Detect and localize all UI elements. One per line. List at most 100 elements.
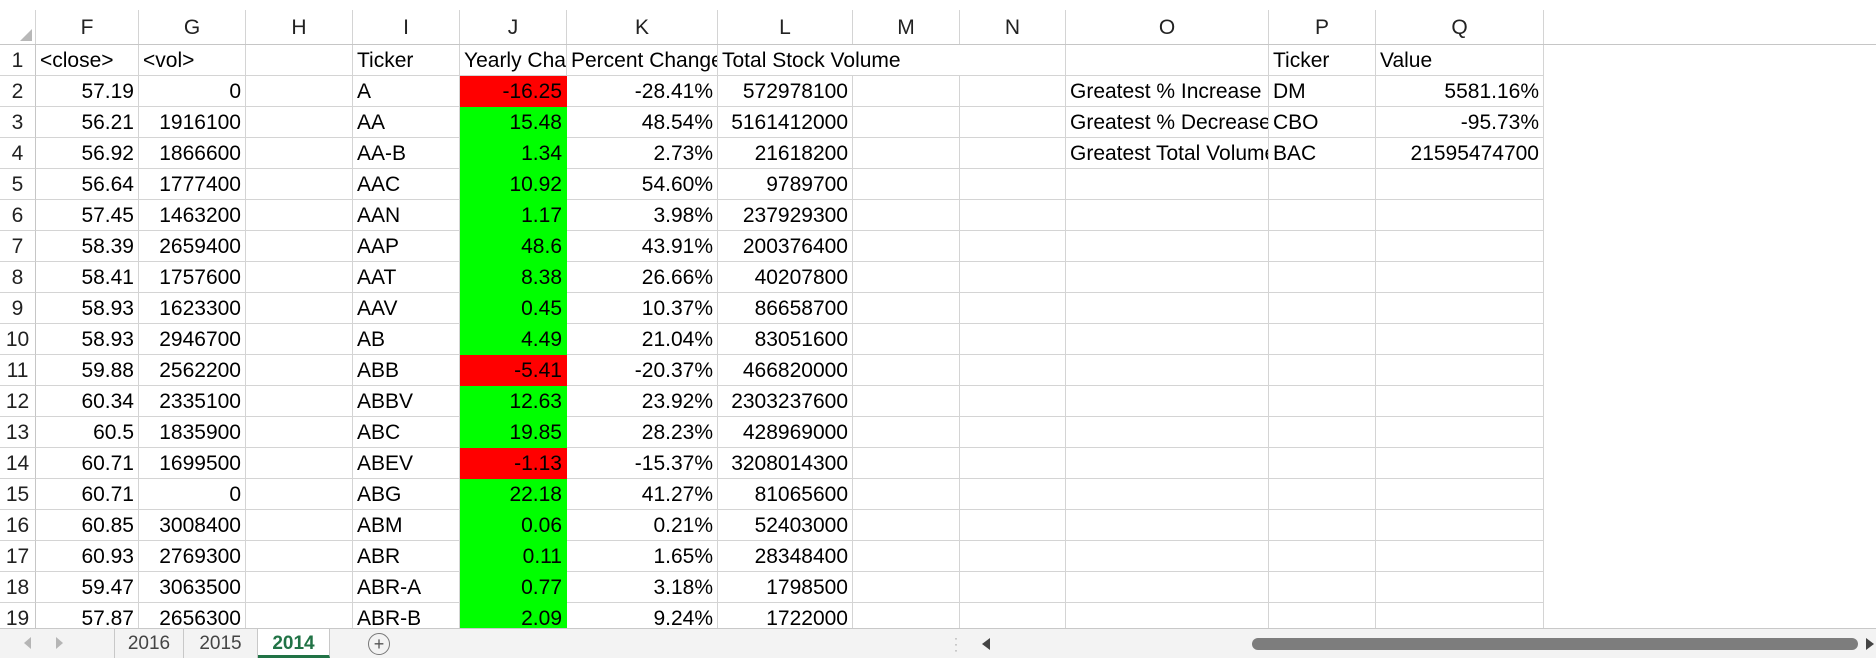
cell-empty[interactable] bbox=[960, 262, 1066, 293]
cell-close[interactable]: 56.64 bbox=[36, 169, 139, 200]
cell-empty[interactable] bbox=[960, 386, 1066, 417]
cell-empty[interactable] bbox=[960, 76, 1066, 107]
cell-header-vol[interactable]: <vol> bbox=[139, 45, 246, 76]
cell-close[interactable]: 58.39 bbox=[36, 231, 139, 262]
cell-empty[interactable] bbox=[1269, 293, 1376, 324]
cell-percent-change[interactable]: 48.54% bbox=[567, 107, 718, 138]
cell-vol[interactable]: 2335100 bbox=[139, 386, 246, 417]
sheet-tab-2015[interactable]: 2015 bbox=[184, 629, 258, 658]
cell-total-stock-volume[interactable]: 83051600 bbox=[718, 324, 853, 355]
cell-yearly-change[interactable]: 10.92 bbox=[460, 169, 567, 200]
cell-empty[interactable] bbox=[1376, 510, 1544, 541]
cell-yearly-change[interactable]: 1.17 bbox=[460, 200, 567, 231]
cell-empty[interactable] bbox=[960, 231, 1066, 262]
cell-summary-label[interactable]: Greatest % Increase bbox=[1066, 76, 1269, 107]
row-number[interactable]: 9 bbox=[0, 293, 36, 324]
cell-ticker[interactable]: AB bbox=[353, 324, 460, 355]
cell-header-close[interactable]: <close> bbox=[36, 45, 139, 76]
cell-ticker[interactable]: ABG bbox=[353, 479, 460, 510]
cell-close[interactable]: 60.34 bbox=[36, 386, 139, 417]
cell-empty[interactable] bbox=[1066, 572, 1269, 603]
cell-empty[interactable] bbox=[1376, 293, 1544, 324]
cell-summary-header-value[interactable]: Value bbox=[1376, 45, 1544, 76]
cell-empty[interactable] bbox=[1376, 417, 1544, 448]
cell-empty[interactable] bbox=[246, 324, 353, 355]
cell-empty[interactable] bbox=[853, 138, 960, 169]
cell-yearly-change[interactable]: 1.34 bbox=[460, 138, 567, 169]
cell-vol[interactable]: 2946700 bbox=[139, 324, 246, 355]
cell-summary-value[interactable]: -95.73% bbox=[1376, 107, 1544, 138]
cell-empty[interactable] bbox=[853, 355, 960, 386]
cell-vol[interactable]: 1777400 bbox=[139, 169, 246, 200]
cell-empty[interactable] bbox=[246, 262, 353, 293]
cell-empty[interactable] bbox=[853, 448, 960, 479]
cell-yearly-change[interactable]: -1.13 bbox=[460, 448, 567, 479]
cell-close[interactable]: 56.92 bbox=[36, 138, 139, 169]
cell-yearly-change[interactable]: 19.85 bbox=[460, 417, 567, 448]
cell-summary-label[interactable]: Greatest % Decrease bbox=[1066, 107, 1269, 138]
cell-empty[interactable] bbox=[1066, 541, 1269, 572]
cell-empty[interactable] bbox=[246, 479, 353, 510]
row-number[interactable]: 12 bbox=[0, 386, 36, 417]
cell-total-stock-volume[interactable]: 40207800 bbox=[718, 262, 853, 293]
cell-summary-ticker[interactable]: CBO bbox=[1269, 107, 1376, 138]
column-header-n[interactable]: N bbox=[960, 10, 1066, 44]
cell-empty[interactable] bbox=[853, 231, 960, 262]
cell-close[interactable]: 58.41 bbox=[36, 262, 139, 293]
cell-empty[interactable] bbox=[1269, 510, 1376, 541]
cell-empty[interactable] bbox=[853, 417, 960, 448]
cell-vol[interactable]: 3063500 bbox=[139, 572, 246, 603]
row-number[interactable]: 17 bbox=[0, 541, 36, 572]
cell-ticker[interactable]: ABM bbox=[353, 510, 460, 541]
cell-empty[interactable] bbox=[1269, 479, 1376, 510]
scroll-right-arrow-icon[interactable] bbox=[1866, 638, 1874, 650]
cell-total-stock-volume[interactable]: 428969000 bbox=[718, 417, 853, 448]
cell-ticker[interactable]: ABR bbox=[353, 541, 460, 572]
cell-empty[interactable] bbox=[1269, 231, 1376, 262]
cell-percent-change[interactable]: 26.66% bbox=[567, 262, 718, 293]
cell-summary-label[interactable]: Greatest Total Volume bbox=[1066, 138, 1269, 169]
cell-empty[interactable] bbox=[960, 510, 1066, 541]
cell-yearly-change[interactable]: 4.49 bbox=[460, 324, 567, 355]
row-number[interactable]: 18 bbox=[0, 572, 36, 603]
cell-vol[interactable]: 1699500 bbox=[139, 448, 246, 479]
cell-header-percent-change[interactable]: Percent Change bbox=[567, 45, 718, 76]
column-header-q[interactable]: Q bbox=[1376, 10, 1544, 44]
horizontal-scrollbar-thumb[interactable] bbox=[1252, 638, 1858, 650]
cell-ticker[interactable]: ABC bbox=[353, 417, 460, 448]
cell-vol[interactable]: 1463200 bbox=[139, 200, 246, 231]
cell-ticker[interactable]: AA bbox=[353, 107, 460, 138]
cell-percent-change[interactable]: 0.21% bbox=[567, 510, 718, 541]
cell-empty[interactable] bbox=[246, 386, 353, 417]
cell-empty[interactable] bbox=[960, 200, 1066, 231]
cell-empty[interactable] bbox=[1376, 572, 1544, 603]
cell-empty[interactable] bbox=[853, 479, 960, 510]
cell-total-stock-volume[interactable]: 466820000 bbox=[718, 355, 853, 386]
cell-yearly-change[interactable]: 0.45 bbox=[460, 293, 567, 324]
cell-empty[interactable] bbox=[853, 510, 960, 541]
cell-empty[interactable] bbox=[960, 324, 1066, 355]
cell-empty[interactable] bbox=[1066, 293, 1269, 324]
cell-empty[interactable] bbox=[960, 355, 1066, 386]
cell-ticker[interactable]: AAC bbox=[353, 169, 460, 200]
cell-total-stock-volume[interactable]: 21618200 bbox=[718, 138, 853, 169]
cell-empty[interactable] bbox=[1376, 231, 1544, 262]
cell-empty[interactable] bbox=[246, 107, 353, 138]
cell-empty[interactable] bbox=[853, 169, 960, 200]
cell-vol[interactable]: 2769300 bbox=[139, 541, 246, 572]
cell-ticker[interactable]: ABBV bbox=[353, 386, 460, 417]
cell-yearly-change[interactable]: 8.38 bbox=[460, 262, 567, 293]
cell-ticker[interactable]: AA-B bbox=[353, 138, 460, 169]
row-number[interactable]: 2 bbox=[0, 76, 36, 107]
cell-empty[interactable] bbox=[1376, 541, 1544, 572]
cell-total-stock-volume[interactable]: 9789700 bbox=[718, 169, 853, 200]
cell-empty[interactable] bbox=[1376, 448, 1544, 479]
cell-close[interactable]: 59.47 bbox=[36, 572, 139, 603]
select-all-corner[interactable] bbox=[0, 10, 36, 44]
cell-percent-change[interactable]: 2.73% bbox=[567, 138, 718, 169]
cell-total-stock-volume[interactable]: 2303237600 bbox=[718, 386, 853, 417]
cell-yearly-change[interactable]: 12.63 bbox=[460, 386, 567, 417]
cell-total-stock-volume[interactable]: 237929300 bbox=[718, 200, 853, 231]
row-number[interactable]: 3 bbox=[0, 107, 36, 138]
cell-close[interactable]: 57.45 bbox=[36, 200, 139, 231]
